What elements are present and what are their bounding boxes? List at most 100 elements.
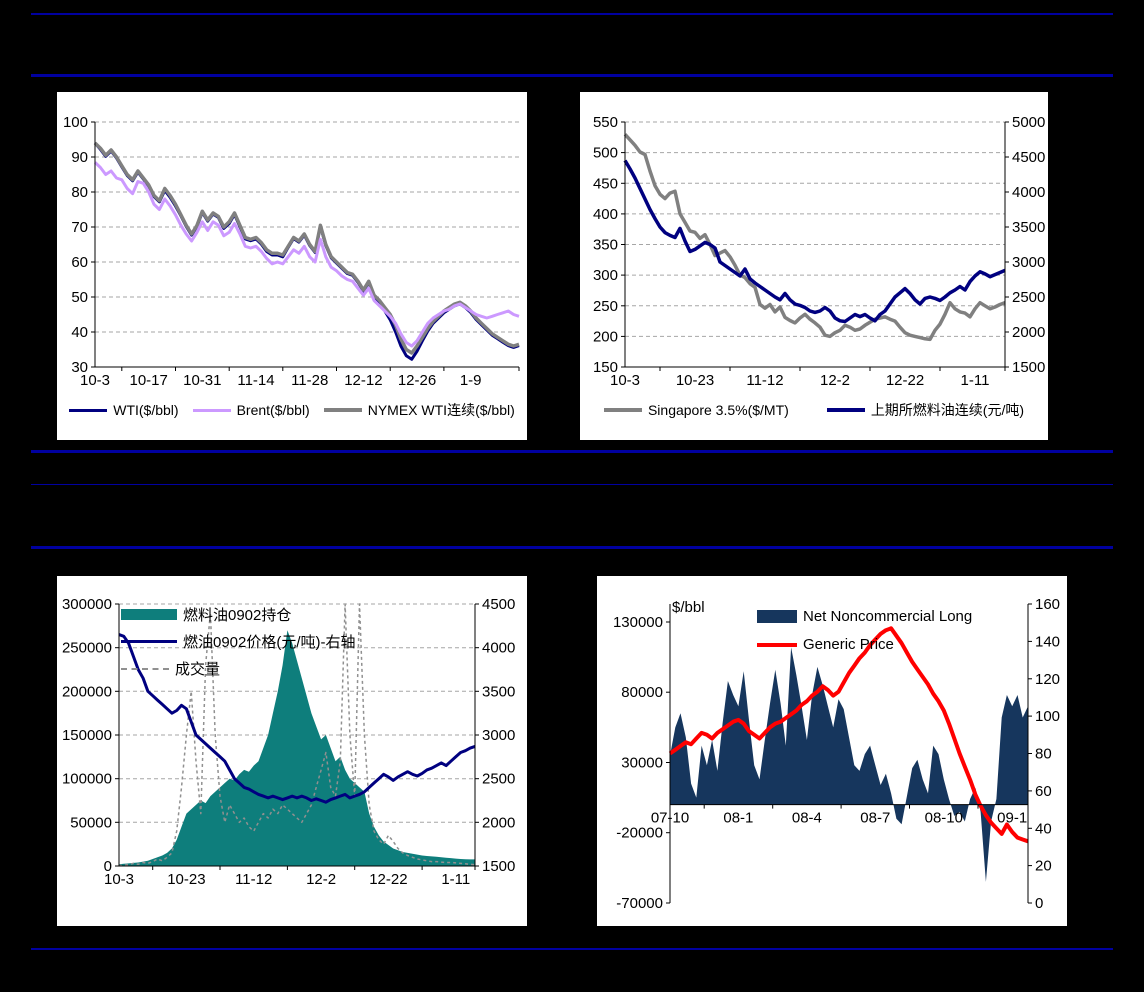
- left-axis-tick-label: 450: [593, 175, 618, 192]
- right-axis-tick-label: 140: [1035, 633, 1060, 650]
- wti-line-swatch: [69, 408, 108, 412]
- x-axis-tick-label: 08-10: [925, 810, 963, 827]
- left-axis-tick-label: 400: [593, 206, 618, 223]
- brent-line-swatch: [192, 408, 231, 412]
- x-axis-tick-label: 10-3: [610, 372, 640, 389]
- right-axis-tick-label: 40: [1035, 820, 1052, 837]
- chart-panel-fuel-intl: 150 200 250 300 350 400 450 500 550 1500 2000 2500 3…: [580, 92, 1048, 440]
- legend-label: 成交量: [175, 661, 221, 678]
- x-axis-tick-label: 10-23: [676, 372, 714, 389]
- legend-label: Brent($/bbl): [236, 402, 310, 418]
- legend-label: 燃料油0902持仓: [183, 607, 292, 624]
- left-axis-tick-label: 300000: [62, 596, 112, 613]
- legend-label: 上期所燃料油连续(元/吨): [870, 402, 1025, 418]
- x-axis-tick-label: 12-2: [820, 372, 850, 389]
- right-axis-tick-label: 20: [1035, 858, 1052, 875]
- legend-item-shfe-fuel-line: 上期所燃料油连续(元/吨): [826, 400, 1025, 420]
- right-axis-tick-label: 120: [1035, 671, 1060, 688]
- legend-fuel-intl: Singapore 3.5%($/MT) 上期所燃料油连续(元/吨): [580, 400, 1048, 420]
- x-axis-tick-label: 10-17: [130, 372, 168, 389]
- nymex-wti-line-swatch: [323, 408, 362, 412]
- chart-panel-crude-oil: 30 40 50 60 70 80 90 100 10-3 10-17 10-31 11-14 11-2…: [57, 92, 527, 440]
- left-axis-tick-label: 100000: [62, 771, 112, 788]
- separator-rule-5: [31, 546, 1113, 549]
- generic-price-line: [668, 626, 1029, 844]
- left-axis-tick-label: 80: [71, 184, 88, 201]
- x-axis-tick-label: 08-1: [723, 810, 753, 827]
- legend-item-generic-price-line: Generic Price: [757, 636, 894, 653]
- net-noncommercial-long-bars: [670, 647, 1028, 882]
- right-axis-tick-label: 5000: [1012, 114, 1045, 131]
- legend-item-wti-line: WTI($/bbl): [69, 402, 179, 418]
- x-axis-tick-label: 12-26: [398, 372, 436, 389]
- price-line-swatch: [121, 640, 177, 643]
- x-axis-tick-label: 07-10: [651, 810, 689, 827]
- x-axis-tick-label: 11-12: [746, 372, 783, 389]
- legend-item-brent-line: Brent($/bbl): [192, 402, 310, 418]
- legend-label: Net Noncommercial Long: [803, 608, 973, 625]
- right-axis-tick-label: 4500: [482, 596, 515, 613]
- open-interest-area-swatch: [121, 609, 177, 620]
- x-axis-tick-label: 12-12: [344, 372, 382, 389]
- right-axis-tick-label: 80: [1035, 746, 1052, 763]
- right-axis-tick-label: 2500: [482, 771, 515, 788]
- chart-panel-net-long: -70000 -20000 30000 80000 130000 0 20 40 60 80 100…: [597, 576, 1067, 926]
- right-axis-tick-label: 160: [1035, 596, 1060, 613]
- x-axis-tick-label: 08-7: [860, 810, 890, 827]
- brent-line: [93, 161, 520, 348]
- right-axis-tick-label: 3500: [482, 683, 515, 700]
- nymex-wti-line: [93, 141, 520, 355]
- x-axis-tick-label: 1-11: [961, 372, 990, 389]
- separator-rule-6: [31, 948, 1113, 950]
- x-axis-tick-label: 11-12: [235, 871, 272, 888]
- left-axis-tick-label: 150000: [62, 727, 112, 744]
- legend-label: Generic Price: [803, 636, 894, 653]
- right-axis-tick-label: 100: [1035, 708, 1060, 725]
- x-axis-tick-label: 1-9: [460, 372, 482, 389]
- x-axis-tick-label: 11-28: [291, 372, 328, 389]
- separator-rule-3: [31, 450, 1113, 453]
- legend-label: NYMEX WTI连续($/bbl): [367, 402, 515, 418]
- x-axis-tick-label: 10-23: [167, 871, 205, 888]
- right-axis-tick-label: 1500: [482, 858, 515, 875]
- left-axis-tick-label: 0: [104, 858, 112, 875]
- legend-label: WTI($/bbl): [113, 402, 179, 418]
- legend-label: 燃油0902价格(元/吨)-右轴: [183, 634, 356, 651]
- fuel-0902-chart-svg: 0 50000 100000 150000 200000 250000 300000 1500…: [62, 596, 515, 888]
- fuel-intl-chart-svg: 150 200 250 300 350 400 450 500 550 1500 2000 2500 3…: [593, 114, 1045, 389]
- crude-oil-chart-svg: 30 40 50 60 70 80 90 100 10-3 10-17 10-31 11-14 11-2…: [63, 114, 520, 389]
- legend-fuel-0902: 燃料油0902持仓燃油0902价格(元/吨)-右轴成交量: [121, 604, 356, 679]
- left-axis-tick-label: 200: [593, 328, 618, 345]
- separator-rule-1: [31, 13, 1113, 15]
- left-axis-tick-label: 250: [593, 298, 618, 315]
- right-axis-tick-label: 3000: [482, 727, 515, 744]
- legend-item-nymex-wti-line: NYMEX WTI连续($/bbl): [323, 400, 515, 420]
- generic-price-line-swatch: [757, 642, 797, 647]
- left-axis-tick-label: 550: [593, 114, 618, 131]
- y-axis-unit-label: $/bbl: [672, 599, 705, 616]
- left-axis-tick-label: 200000: [62, 683, 112, 700]
- x-axis-tick-label: 09-1: [997, 810, 1027, 827]
- left-axis-tick-label: 80000: [621, 684, 663, 701]
- legend-item-volume-dashes: 成交量: [121, 658, 220, 679]
- price-line: [118, 633, 476, 804]
- open-interest-area: [119, 630, 475, 866]
- x-axis-tick-label: 1-11: [441, 871, 470, 888]
- right-axis-tick-label: 2500: [1012, 289, 1045, 306]
- x-axis-tick-label: 11-14: [237, 372, 274, 389]
- left-axis-tick-label: 250000: [62, 640, 112, 657]
- chart-panel-fuel-0902: 0 50000 100000 150000 200000 250000 300000 1500…: [57, 576, 527, 926]
- separator-rule-4: [31, 484, 1113, 485]
- legend-net-long: Net Noncommercial Long Generic Price: [757, 608, 972, 653]
- x-axis-tick-label: 08-4: [792, 810, 822, 827]
- left-axis-tick-label: -70000: [616, 895, 663, 912]
- left-axis-tick-label: 100: [63, 114, 88, 131]
- right-axis-tick-label: 4500: [1012, 149, 1045, 166]
- separator-rule-2: [31, 74, 1113, 77]
- right-axis-tick-label: 2000: [1012, 324, 1045, 341]
- legend-label: Singapore 3.5%($/MT): [647, 402, 789, 418]
- singapore-line-swatch: [603, 408, 642, 412]
- x-axis-tick-label: 12-2: [306, 871, 336, 888]
- right-axis-tick-label: 0: [1035, 895, 1043, 912]
